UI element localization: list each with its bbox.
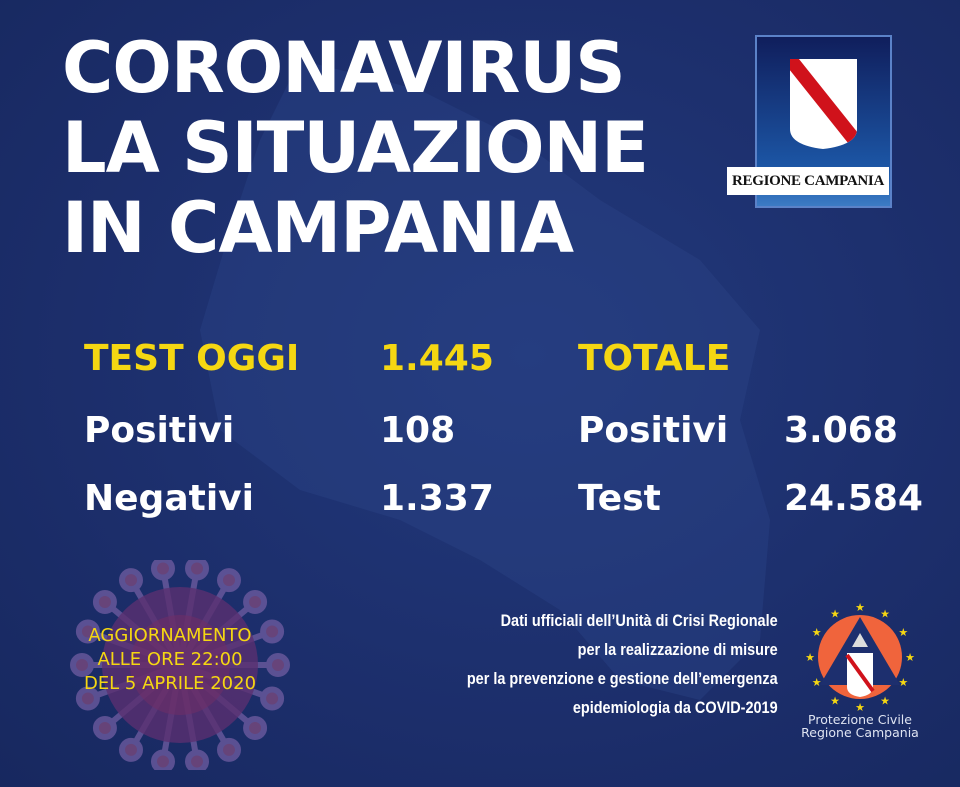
today-positivi-value: 108: [380, 410, 456, 451]
star-icon: ★: [812, 626, 822, 639]
pc-line: Protezione Civile: [808, 712, 912, 727]
logo-text: REGIONE CAMPANIA: [727, 167, 889, 195]
test-oggi-value: 1.445: [380, 338, 494, 379]
star-icon: ★: [855, 603, 865, 614]
total-test-label: Test: [578, 478, 661, 519]
pc-line: Regione Campania: [801, 725, 919, 740]
credits-text: Dati ufficiali dell’Unità di Crisi Regio…: [467, 606, 778, 722]
title-line: CORONAVIRUS: [62, 27, 626, 109]
today-positivi-label: Positivi: [84, 410, 235, 451]
credits-line: per la prevenzione e gestione dell’emerg…: [467, 669, 778, 688]
credits-line: epidemiologia da COVID-2019: [573, 698, 778, 717]
star-icon: ★: [905, 651, 915, 664]
star-icon: ★: [898, 626, 908, 639]
shield-icon: [790, 59, 857, 149]
protezione-civile-text: Protezione Civile Regione Campania: [795, 713, 925, 739]
star-icon: ★: [830, 608, 840, 621]
star-icon: ★: [830, 694, 840, 707]
star-icon: ★: [898, 676, 908, 689]
total-test-value: 24.584: [784, 478, 923, 519]
test-oggi-label: TEST OGGI: [84, 338, 300, 379]
virus-icon: [70, 560, 290, 770]
title-line: LA SITUAZIONE: [62, 107, 649, 189]
totale-label: TOTALE: [578, 338, 731, 379]
total-positivi-label: Positivi: [578, 410, 729, 451]
star-icon: ★: [812, 676, 822, 689]
star-icon: ★: [855, 701, 865, 713]
star-icon: ★: [880, 694, 890, 707]
protezione-civile-logo: ★ ★ ★ ★ ★ ★ ★ ★ ★ ★ ★ ★: [805, 603, 915, 713]
total-positivi-value: 3.068: [784, 410, 898, 451]
credits-line: Dati ufficiali dell’Unità di Crisi Regio…: [500, 611, 778, 630]
update-line: AGGIORNAMENTO: [88, 625, 252, 646]
today-negativi-label: Negativi: [84, 478, 254, 519]
regione-campania-logo: REGIONE CAMPANIA: [727, 35, 892, 208]
update-timestamp: AGGIORNAMENTO ALLE ORE 22:00 DEL 5 APRIL…: [60, 624, 280, 696]
update-line: DEL 5 APRILE 2020: [83, 673, 257, 694]
credits-line: per la realizzazione di misure: [578, 640, 778, 659]
star-icon: ★: [880, 608, 890, 621]
today-negativi-value: 1.337: [380, 478, 494, 519]
star-icon: ★: [805, 651, 815, 664]
title-line: IN CAMPANIA: [62, 187, 574, 269]
page-title: CORONAVIRUS LA SITUAZIONE IN CAMPANIA: [62, 27, 649, 269]
update-line: ALLE ORE 22:00: [97, 649, 243, 670]
